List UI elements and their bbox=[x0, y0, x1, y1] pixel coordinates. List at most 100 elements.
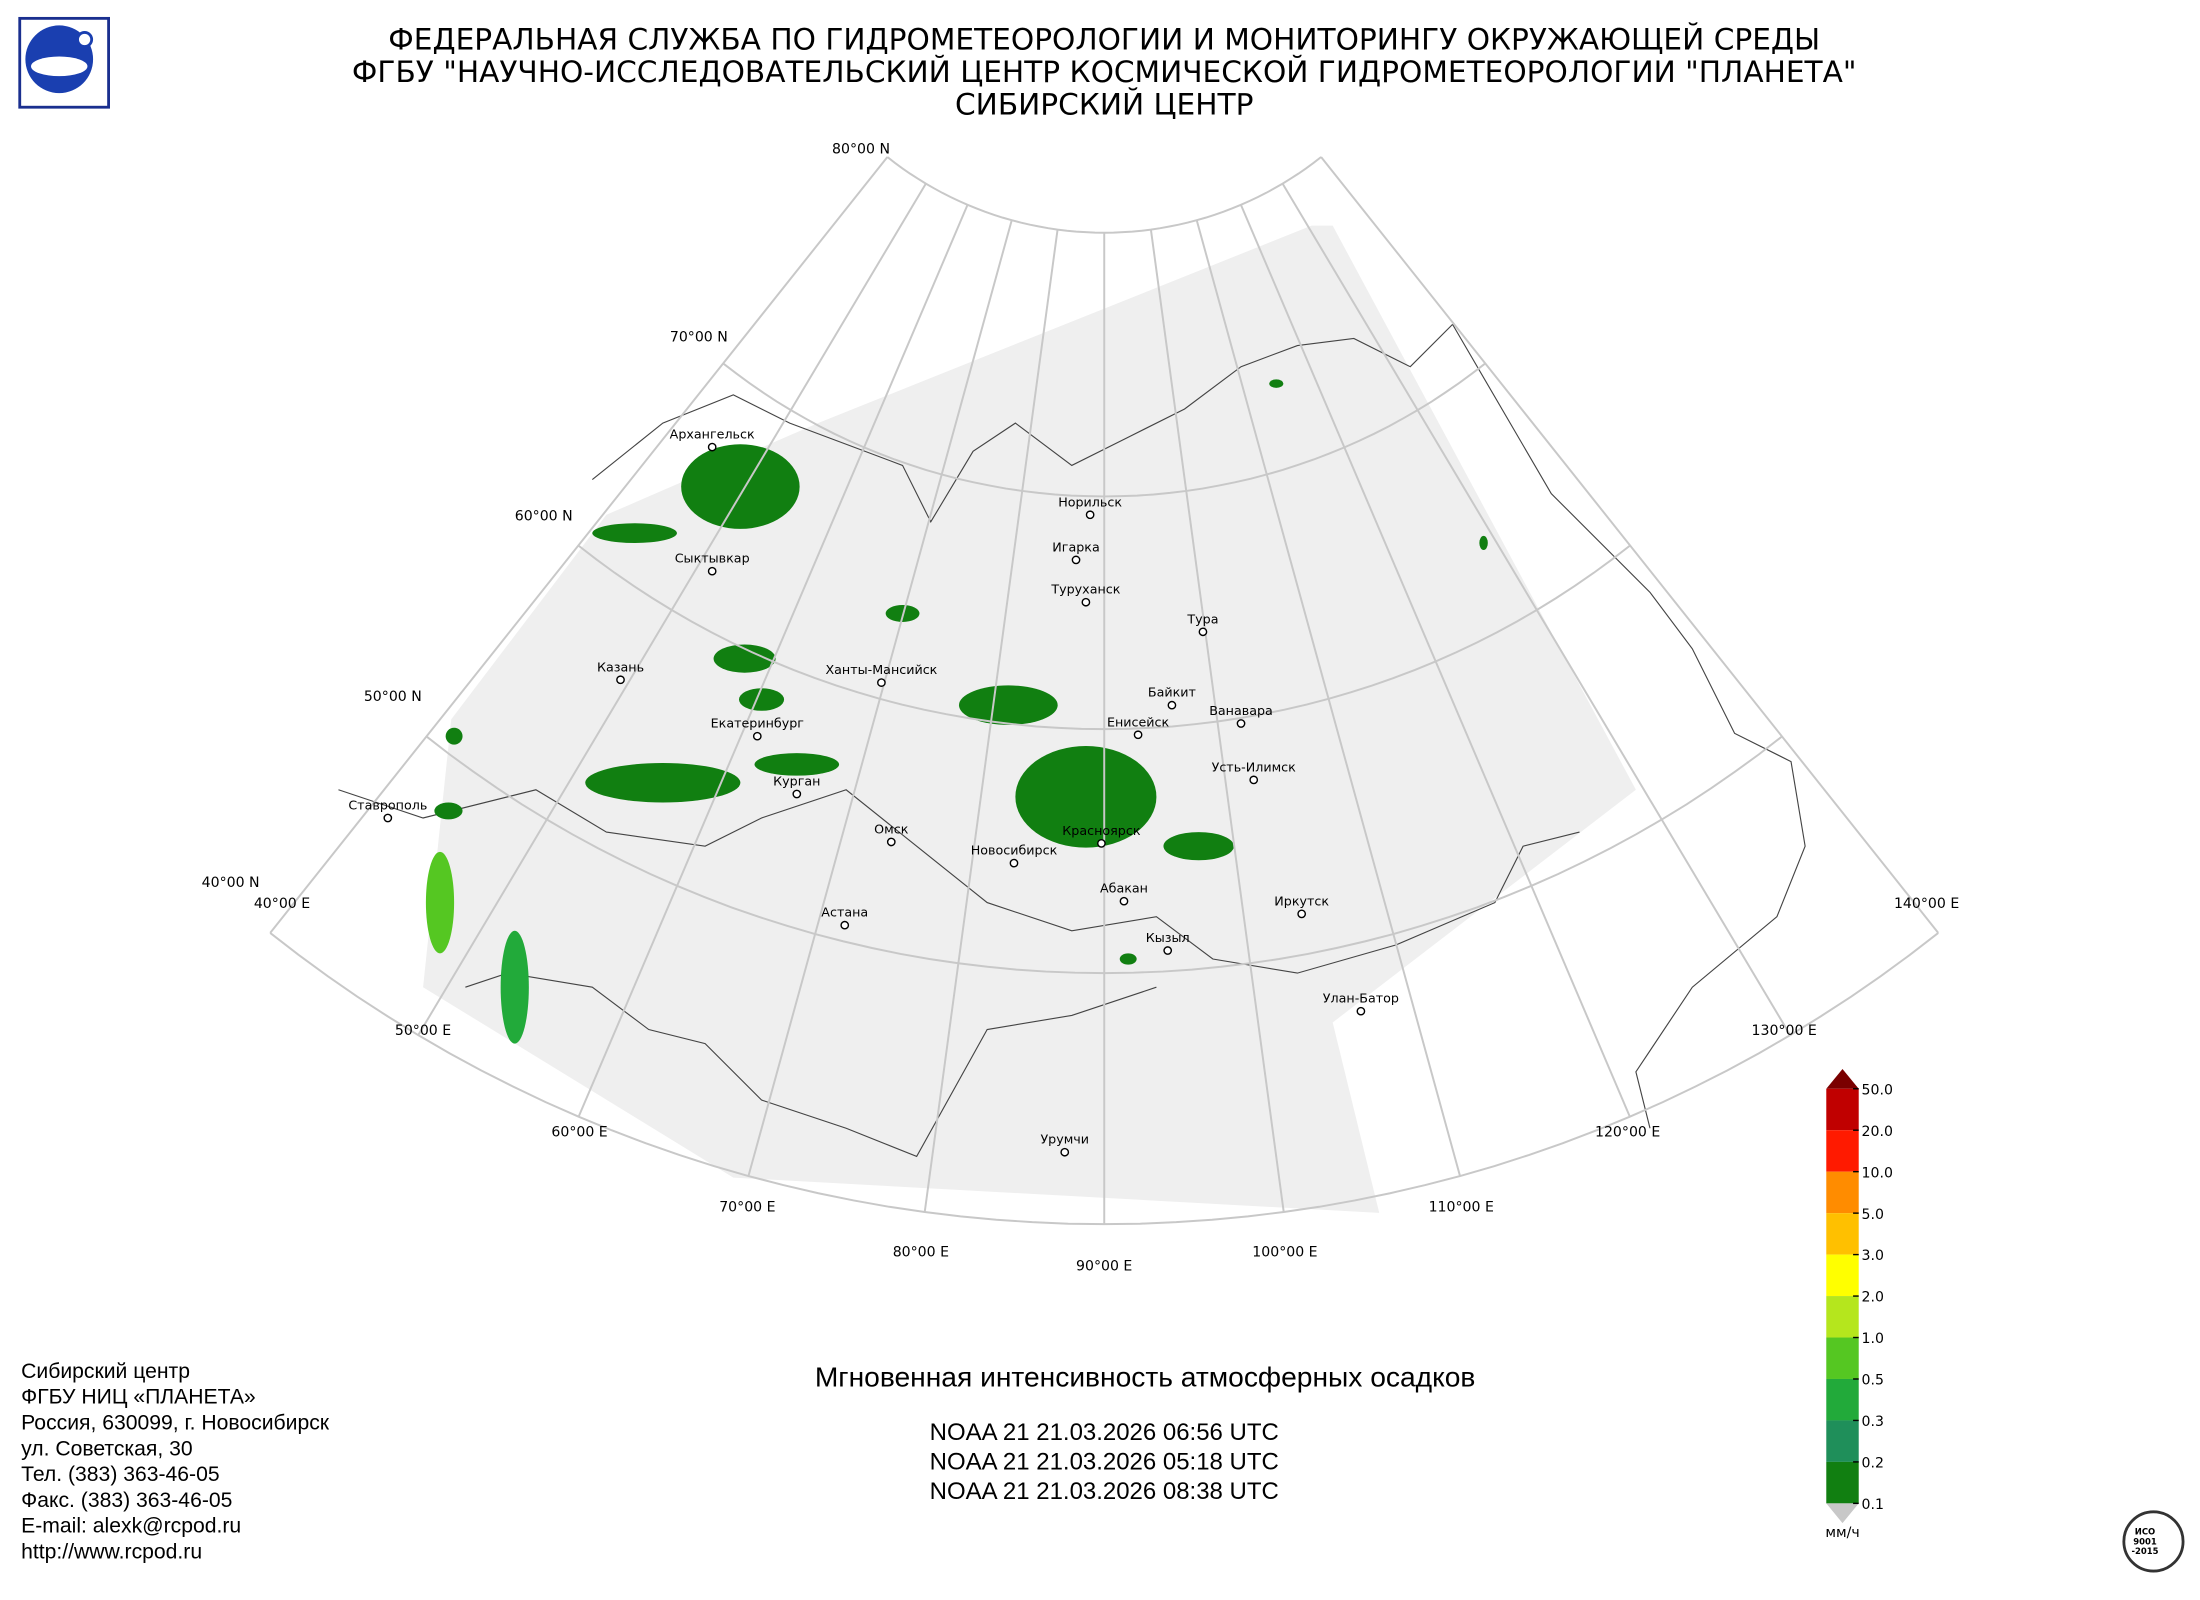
city-marker bbox=[1097, 838, 1106, 848]
coastline bbox=[591, 323, 1806, 1129]
meridian bbox=[1239, 204, 1631, 1118]
legend-label: 2.0 bbox=[1862, 1290, 1884, 1306]
city-label: Урумчи bbox=[1040, 1132, 1089, 1147]
meridian bbox=[1149, 229, 1285, 1213]
meridian bbox=[1320, 156, 1940, 934]
city-marker bbox=[1198, 627, 1208, 637]
contact-line: ул. Советская, 30 bbox=[21, 1437, 192, 1460]
city-label: Сыктывкар bbox=[675, 551, 750, 566]
city-label: Новосибирск bbox=[971, 843, 1058, 858]
city-label: Усть-Илимск bbox=[1212, 759, 1297, 774]
city-label: Екатеринбург bbox=[711, 716, 805, 731]
legend-swatch bbox=[1826, 1213, 1859, 1255]
meridian bbox=[1281, 183, 1792, 1036]
legend-swatch bbox=[1826, 1130, 1859, 1172]
city-marker bbox=[707, 566, 717, 576]
legend-top-arrow bbox=[1826, 1069, 1859, 1089]
graticule-label: 70°00 E bbox=[719, 1199, 775, 1215]
city-marker bbox=[1060, 1147, 1070, 1157]
contact-line: Факс. (383) 363-46-05 bbox=[21, 1489, 232, 1512]
meridian bbox=[577, 204, 969, 1118]
legend: 50.0 20.0 10.0 5.0 3.0 2.0 1.0 0.5 0.3 0.2 0.1мм/ч bbox=[1825, 1069, 1893, 1541]
legend-label: 10.0 bbox=[1862, 1165, 1893, 1181]
legend-label: 3.0 bbox=[1862, 1248, 1884, 1264]
graticule-label: 60°00 N bbox=[515, 508, 573, 524]
city-marker bbox=[877, 678, 886, 687]
graticule bbox=[269, 156, 1940, 1226]
city-marker bbox=[1297, 909, 1307, 919]
legend-swatch bbox=[1826, 1461, 1859, 1504]
city-label: Туруханск bbox=[1050, 582, 1120, 597]
city-label: Абакан bbox=[1100, 881, 1148, 896]
map bbox=[269, 156, 1940, 1226]
iso-badge bbox=[2122, 1510, 2185, 1573]
legend-unit: мм/ч bbox=[1825, 1525, 1859, 1541]
graticule-label: 140°00 E bbox=[1894, 896, 1959, 912]
city-label: Казань bbox=[597, 659, 644, 674]
legend-label: 0.2 bbox=[1862, 1456, 1884, 1472]
legend-bottom-arrow bbox=[1826, 1503, 1859, 1524]
legend-label: 0.5 bbox=[1862, 1373, 1884, 1389]
pass-line: NOAA 21 21.03.2026 06:56 UTC bbox=[930, 1419, 1279, 1446]
city-label: Астана bbox=[821, 905, 868, 920]
city-marker bbox=[1356, 1006, 1366, 1016]
city-marker bbox=[383, 813, 393, 823]
badge-text: -2015 bbox=[2131, 1546, 2158, 1556]
legend-label: 50.0 bbox=[1862, 1082, 1893, 1098]
city-label: Игарка bbox=[1052, 539, 1099, 554]
header-line: ФГБУ "НАУЧНО-ИССЛЕДОВАТЕЛЬСКИЙ ЦЕНТР КОС… bbox=[352, 54, 1857, 89]
graticule-label: 70°00 N bbox=[670, 329, 728, 345]
city-label: Архангельск bbox=[670, 427, 755, 442]
meridian bbox=[417, 183, 927, 1036]
city-marker bbox=[1085, 510, 1095, 520]
city-label: Ханты-Мансийск bbox=[825, 662, 937, 677]
legend-swatch bbox=[1826, 1378, 1859, 1421]
meridian bbox=[747, 219, 1013, 1177]
city-marker bbox=[1133, 730, 1143, 740]
city-label: Курган bbox=[773, 774, 820, 789]
city-marker bbox=[1119, 896, 1129, 906]
city-marker bbox=[707, 442, 717, 452]
city-label: Байкит bbox=[1148, 685, 1197, 700]
contact-line: E-mail: alexk@rcpod.ru bbox=[21, 1515, 241, 1538]
city-label: Красноярск bbox=[1062, 823, 1141, 838]
graticule-label: 120°00 E bbox=[1595, 1125, 1660, 1141]
graticule-label: 110°00 E bbox=[1429, 1199, 1494, 1215]
city-label: Омск bbox=[874, 821, 909, 836]
graticule-label: 130°00 E bbox=[1752, 1023, 1817, 1039]
city-marker bbox=[616, 675, 625, 685]
city-label: Улан-Батор bbox=[1323, 991, 1399, 1006]
legend-label: 0.1 bbox=[1862, 1497, 1884, 1513]
meridian bbox=[269, 156, 889, 934]
legend-swatch bbox=[1826, 1254, 1859, 1297]
city-marker bbox=[792, 789, 802, 799]
contact-line: Сибирский центр bbox=[21, 1360, 190, 1383]
graticule-label: 90°00 E bbox=[1076, 1259, 1132, 1275]
contact-line: http://www.rcpod.ru bbox=[21, 1541, 202, 1564]
graticule-label: 40°00 N bbox=[202, 875, 260, 891]
precipitation bbox=[425, 379, 1488, 1044]
pass-line: NOAA 21 21.03.2026 05:18 UTC bbox=[930, 1449, 1279, 1476]
meridian bbox=[923, 229, 1059, 1213]
contact-line: ФГБУ НИЦ «ПЛАНЕТА» bbox=[21, 1386, 256, 1409]
city-label: Ванавара bbox=[1209, 703, 1273, 718]
city-label: Енисейск bbox=[1107, 714, 1170, 729]
legend-swatch bbox=[1826, 1420, 1859, 1462]
meridian bbox=[1195, 219, 1461, 1177]
city-marker bbox=[1249, 775, 1259, 785]
graticule-label: 80°00 E bbox=[893, 1245, 949, 1261]
graticule-label: 40°00 E bbox=[254, 896, 310, 912]
parallel bbox=[886, 156, 1322, 234]
legend-label: 1.0 bbox=[1862, 1331, 1884, 1347]
legend-swatch bbox=[1826, 1171, 1859, 1214]
city-marker bbox=[886, 837, 896, 847]
legend-swatch bbox=[1826, 1296, 1859, 1338]
city-marker bbox=[1163, 946, 1173, 955]
border bbox=[338, 789, 1580, 1158]
legend-swatch bbox=[1826, 1088, 1859, 1131]
city-marker bbox=[1071, 555, 1081, 565]
city-marker bbox=[1236, 719, 1246, 728]
contact-line: Россия, 630099, г. Новосибирск bbox=[21, 1411, 330, 1434]
city-marker bbox=[1167, 700, 1177, 710]
